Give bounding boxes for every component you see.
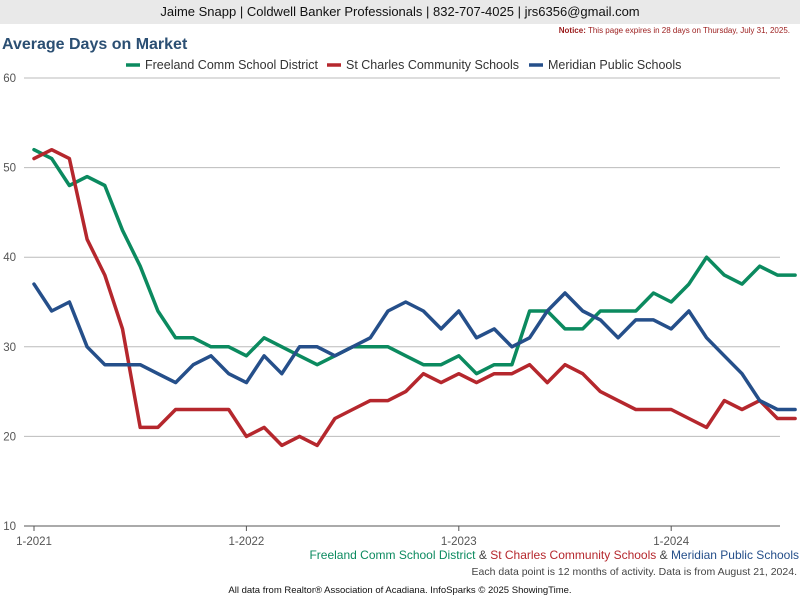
legend-label: Meridian Public Schools [548, 58, 681, 72]
series-line-3 [32, 282, 797, 412]
series-line-2 [32, 147, 797, 448]
footer-series-1: Freeland Comm School District [309, 548, 476, 562]
expiry-notice: Notice: This page expires in 28 days on … [559, 26, 790, 35]
y-tick-label: 30 [3, 342, 16, 354]
y-tick-label: 60 [3, 73, 16, 85]
data-note: Each data point is 12 months of activity… [471, 566, 798, 578]
legend-label: Freeland Comm School District [145, 58, 318, 72]
y-tick-label: 10 [3, 521, 16, 533]
notice-text: This page expires in 28 days on Thursday… [587, 26, 790, 35]
legend-label: St Charles Community Schools [346, 58, 519, 72]
footer-separator: & [656, 548, 671, 562]
chart-title: Average Days on Market [2, 36, 188, 53]
x-tick-label: 1-2023 [441, 536, 477, 548]
footer-separator: & [475, 548, 491, 562]
notice-label: Notice: [558, 26, 586, 35]
footer-series-2: St Charles Community Schools [490, 548, 657, 562]
x-tick-label: 1-2024 [653, 536, 689, 548]
contact-header: Jaime Snapp | Coldwell Banker Profession… [0, 0, 800, 24]
y-tick-label: 40 [3, 252, 16, 264]
x-tick-label: 1-2021 [16, 536, 52, 548]
y-tick-label: 20 [3, 431, 16, 443]
y-tick-label: 50 [3, 163, 16, 175]
series-footer: Freeland Comm School District & St Charl… [309, 548, 799, 562]
data-source: All data from Realtor® Association of Ac… [228, 585, 572, 596]
contact-text: Jaime Snapp | Coldwell Banker Profession… [160, 4, 640, 19]
x-tick-label: 1-2022 [228, 536, 264, 548]
line-chart: 10 20 30 40 50 60 1-2021 1-2022 1-2023 1-2024 Free… [3, 58, 797, 548]
footer-series-3: Meridian Public Schools [670, 548, 799, 562]
series-line-1 [32, 147, 797, 376]
